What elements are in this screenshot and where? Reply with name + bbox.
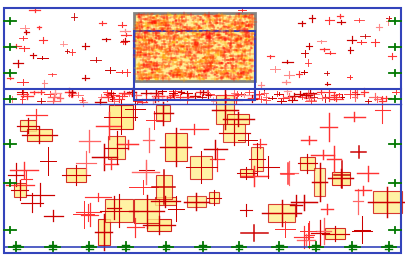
Bar — [134, 199, 159, 223]
Bar — [105, 199, 133, 222]
Bar — [268, 204, 295, 222]
Bar — [209, 192, 220, 203]
Bar — [134, 13, 255, 81]
Bar — [27, 129, 52, 141]
Bar — [240, 169, 253, 177]
Bar — [108, 136, 125, 159]
Bar — [314, 168, 325, 196]
Bar — [156, 105, 170, 121]
Bar — [155, 197, 176, 205]
Bar — [134, 31, 255, 100]
Bar — [252, 147, 263, 171]
Bar — [228, 114, 249, 124]
Bar — [147, 219, 171, 232]
Bar — [215, 96, 234, 124]
Bar — [187, 195, 205, 207]
Bar — [326, 228, 345, 239]
Bar — [301, 157, 315, 170]
Bar — [373, 191, 401, 212]
Bar — [332, 172, 350, 185]
Bar — [156, 175, 172, 199]
Bar — [20, 120, 36, 131]
Bar — [165, 133, 187, 161]
Bar — [66, 168, 86, 182]
Bar — [190, 156, 213, 179]
Bar — [109, 105, 133, 129]
Bar — [14, 183, 26, 197]
Bar — [223, 124, 245, 142]
Bar — [98, 219, 110, 245]
